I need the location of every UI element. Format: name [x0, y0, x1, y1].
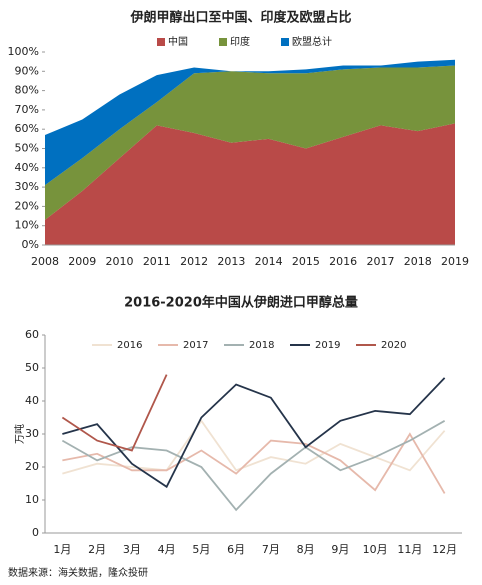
y-tick-label: 90% — [15, 64, 39, 77]
line — [62, 432, 446, 494]
x-tick-label: 8月 — [297, 543, 315, 556]
y-tick-label: 100% — [8, 45, 39, 58]
area — [45, 123, 455, 245]
legend-label: 2019 — [315, 340, 340, 351]
legend-label: 2017 — [183, 340, 208, 351]
x-tick-label: 10月 — [363, 543, 388, 556]
y-tick-label: 50% — [15, 142, 39, 155]
x-tick-label: 2011 — [143, 255, 171, 268]
y-tick-label: 50 — [25, 361, 39, 374]
x-tick-label: 2018 — [404, 255, 432, 268]
chart-title: 2016-2020年中国从伊朗进口甲醇总量 — [124, 295, 358, 311]
x-tick-label: 1月 — [53, 543, 71, 556]
legend-label: 印度 — [230, 35, 250, 48]
y-tick-label: 30% — [15, 180, 39, 193]
x-tick-label: 11月 — [397, 543, 422, 556]
line — [62, 377, 446, 489]
x-tick-label: 2013 — [217, 255, 245, 268]
x-tick-label: 2010 — [106, 255, 134, 268]
y-tick-label: 10% — [15, 219, 39, 232]
y-tick-label: 20 — [25, 460, 39, 473]
x-tick-label: 2019 — [441, 255, 469, 268]
y-tick-label: 30 — [25, 427, 39, 440]
x-tick-label: 2017 — [366, 255, 394, 268]
legend-label: 中国 — [168, 35, 188, 48]
x-tick-label: 12月 — [432, 543, 457, 556]
legend-label: 欧盟总计 — [292, 35, 332, 48]
x-tick-label: 3月 — [123, 543, 141, 556]
y-tick-label: 20% — [15, 199, 39, 212]
area — [45, 59, 455, 186]
legend-swatch — [157, 38, 165, 46]
y-tick-label: 0% — [22, 238, 39, 251]
chart-title: 伊朗甲醇出口至中国、印度及欧盟占比 — [129, 10, 351, 26]
y-tick-label: 0 — [32, 526, 39, 539]
y-tick-label: 70% — [15, 103, 39, 116]
x-tick-label: 2009 — [68, 255, 96, 268]
legend-label: 2018 — [249, 340, 274, 351]
x-tick-label: 6月 — [227, 543, 245, 556]
line — [61, 374, 168, 452]
y-tick-label: 40% — [15, 161, 39, 174]
y-tick-label: 60 — [25, 328, 39, 341]
x-tick-label: 5月 — [192, 543, 210, 556]
x-tick-label: 2008 — [31, 255, 59, 268]
y-tick-label: 10 — [25, 493, 39, 506]
y-tick-label: 40 — [25, 394, 39, 407]
y-axis-label: 万吨 — [13, 424, 26, 444]
y-tick-label: 60% — [15, 122, 39, 135]
source-note: 数据来源：海关数据，隆众投研 — [8, 566, 148, 579]
legend-label: 2016 — [117, 340, 142, 351]
x-tick-label: 4月 — [158, 543, 176, 556]
y-tick-label: 80% — [15, 84, 39, 97]
area — [45, 65, 455, 220]
x-tick-label: 9月 — [331, 543, 349, 556]
x-tick-label: 7月 — [262, 543, 280, 556]
x-tick-label: 2015 — [292, 255, 320, 268]
x-tick-label: 2月 — [88, 543, 106, 556]
x-tick-label: 2014 — [255, 255, 283, 268]
line — [62, 419, 446, 475]
x-tick-label: 2016 — [329, 255, 357, 268]
legend-swatch — [281, 38, 289, 46]
legend-label: 2020 — [381, 340, 406, 351]
legend-swatch — [219, 38, 227, 46]
x-tick-label: 2012 — [180, 255, 208, 268]
